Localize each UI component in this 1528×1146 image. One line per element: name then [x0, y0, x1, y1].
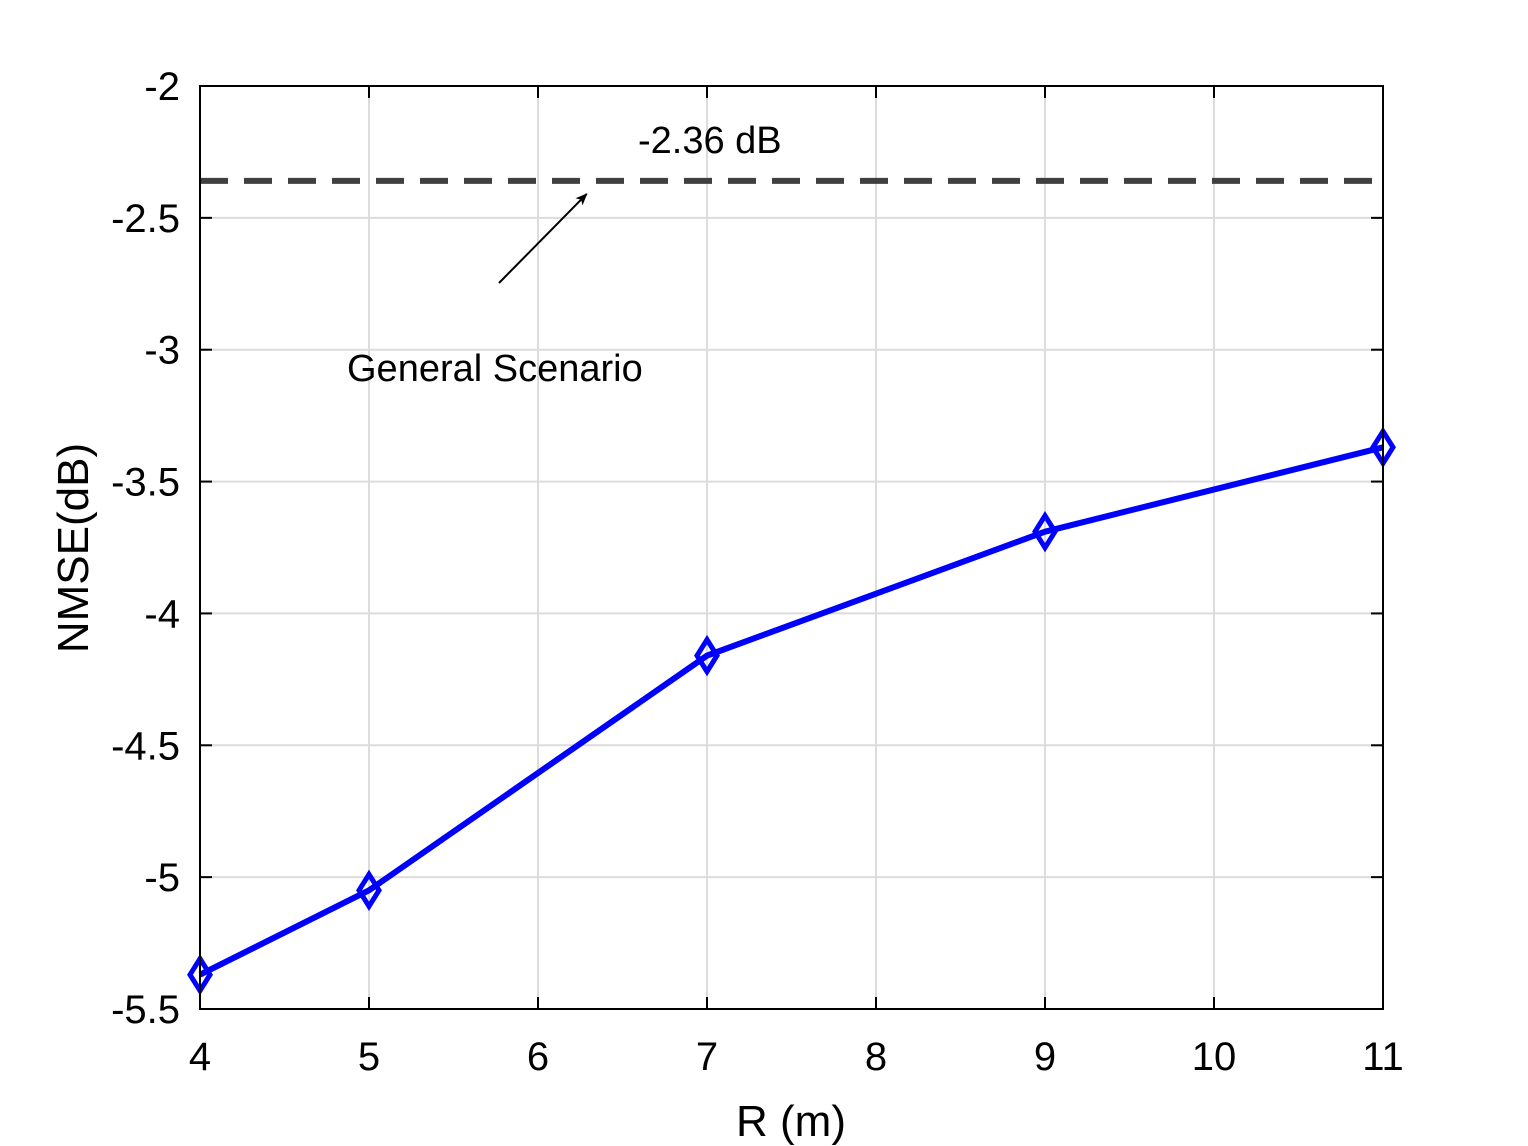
y-tick-label: -3	[144, 329, 180, 373]
plot-frame	[199, 85, 1384, 1010]
data-point-diamond	[694, 634, 720, 677]
plot-background	[200, 86, 1383, 1009]
y-tick-label: -4	[144, 592, 180, 636]
y-tick-label: -5	[144, 856, 180, 900]
y-tick-label: -3.5	[111, 461, 180, 505]
x-tick-label: 11	[1362, 1035, 1404, 1079]
x-tick-label: 5	[358, 1035, 380, 1079]
x-tick-label: 10	[1192, 1035, 1237, 1079]
x-tick-label: 9	[1034, 1035, 1056, 1079]
annotation-general-scenario: General Scenario	[347, 348, 643, 390]
x-tick-label: 8	[865, 1035, 887, 1079]
y-tick-label: -4.5	[111, 724, 180, 768]
y-tick-label: -2.5	[111, 197, 180, 241]
series-line	[198, 444, 1384, 978]
x-tick-label: 4	[189, 1035, 211, 1079]
annotation-arrow	[498, 193, 588, 284]
y-tick-label: -2	[144, 65, 180, 109]
x-axis-label: R (m)	[736, 1097, 846, 1146]
data-point-diamond	[1032, 510, 1058, 553]
x-tick-label: 6	[527, 1035, 549, 1079]
y-axis-label: NMSE(dB)	[49, 443, 98, 653]
data-point-diamond	[356, 869, 382, 912]
y-tick-label: -5.5	[111, 988, 180, 1032]
x-tick-label: 7	[696, 1035, 718, 1079]
reference-line-label: -2.36 dB	[638, 120, 782, 162]
x-tick-labels: 4 5 6 7 8 9 10 11	[189, 1035, 1404, 1079]
y-tick-labels: -2 -2.5 -3 -3.5 -4 -4.5 -5 -5.5	[111, 65, 180, 1032]
